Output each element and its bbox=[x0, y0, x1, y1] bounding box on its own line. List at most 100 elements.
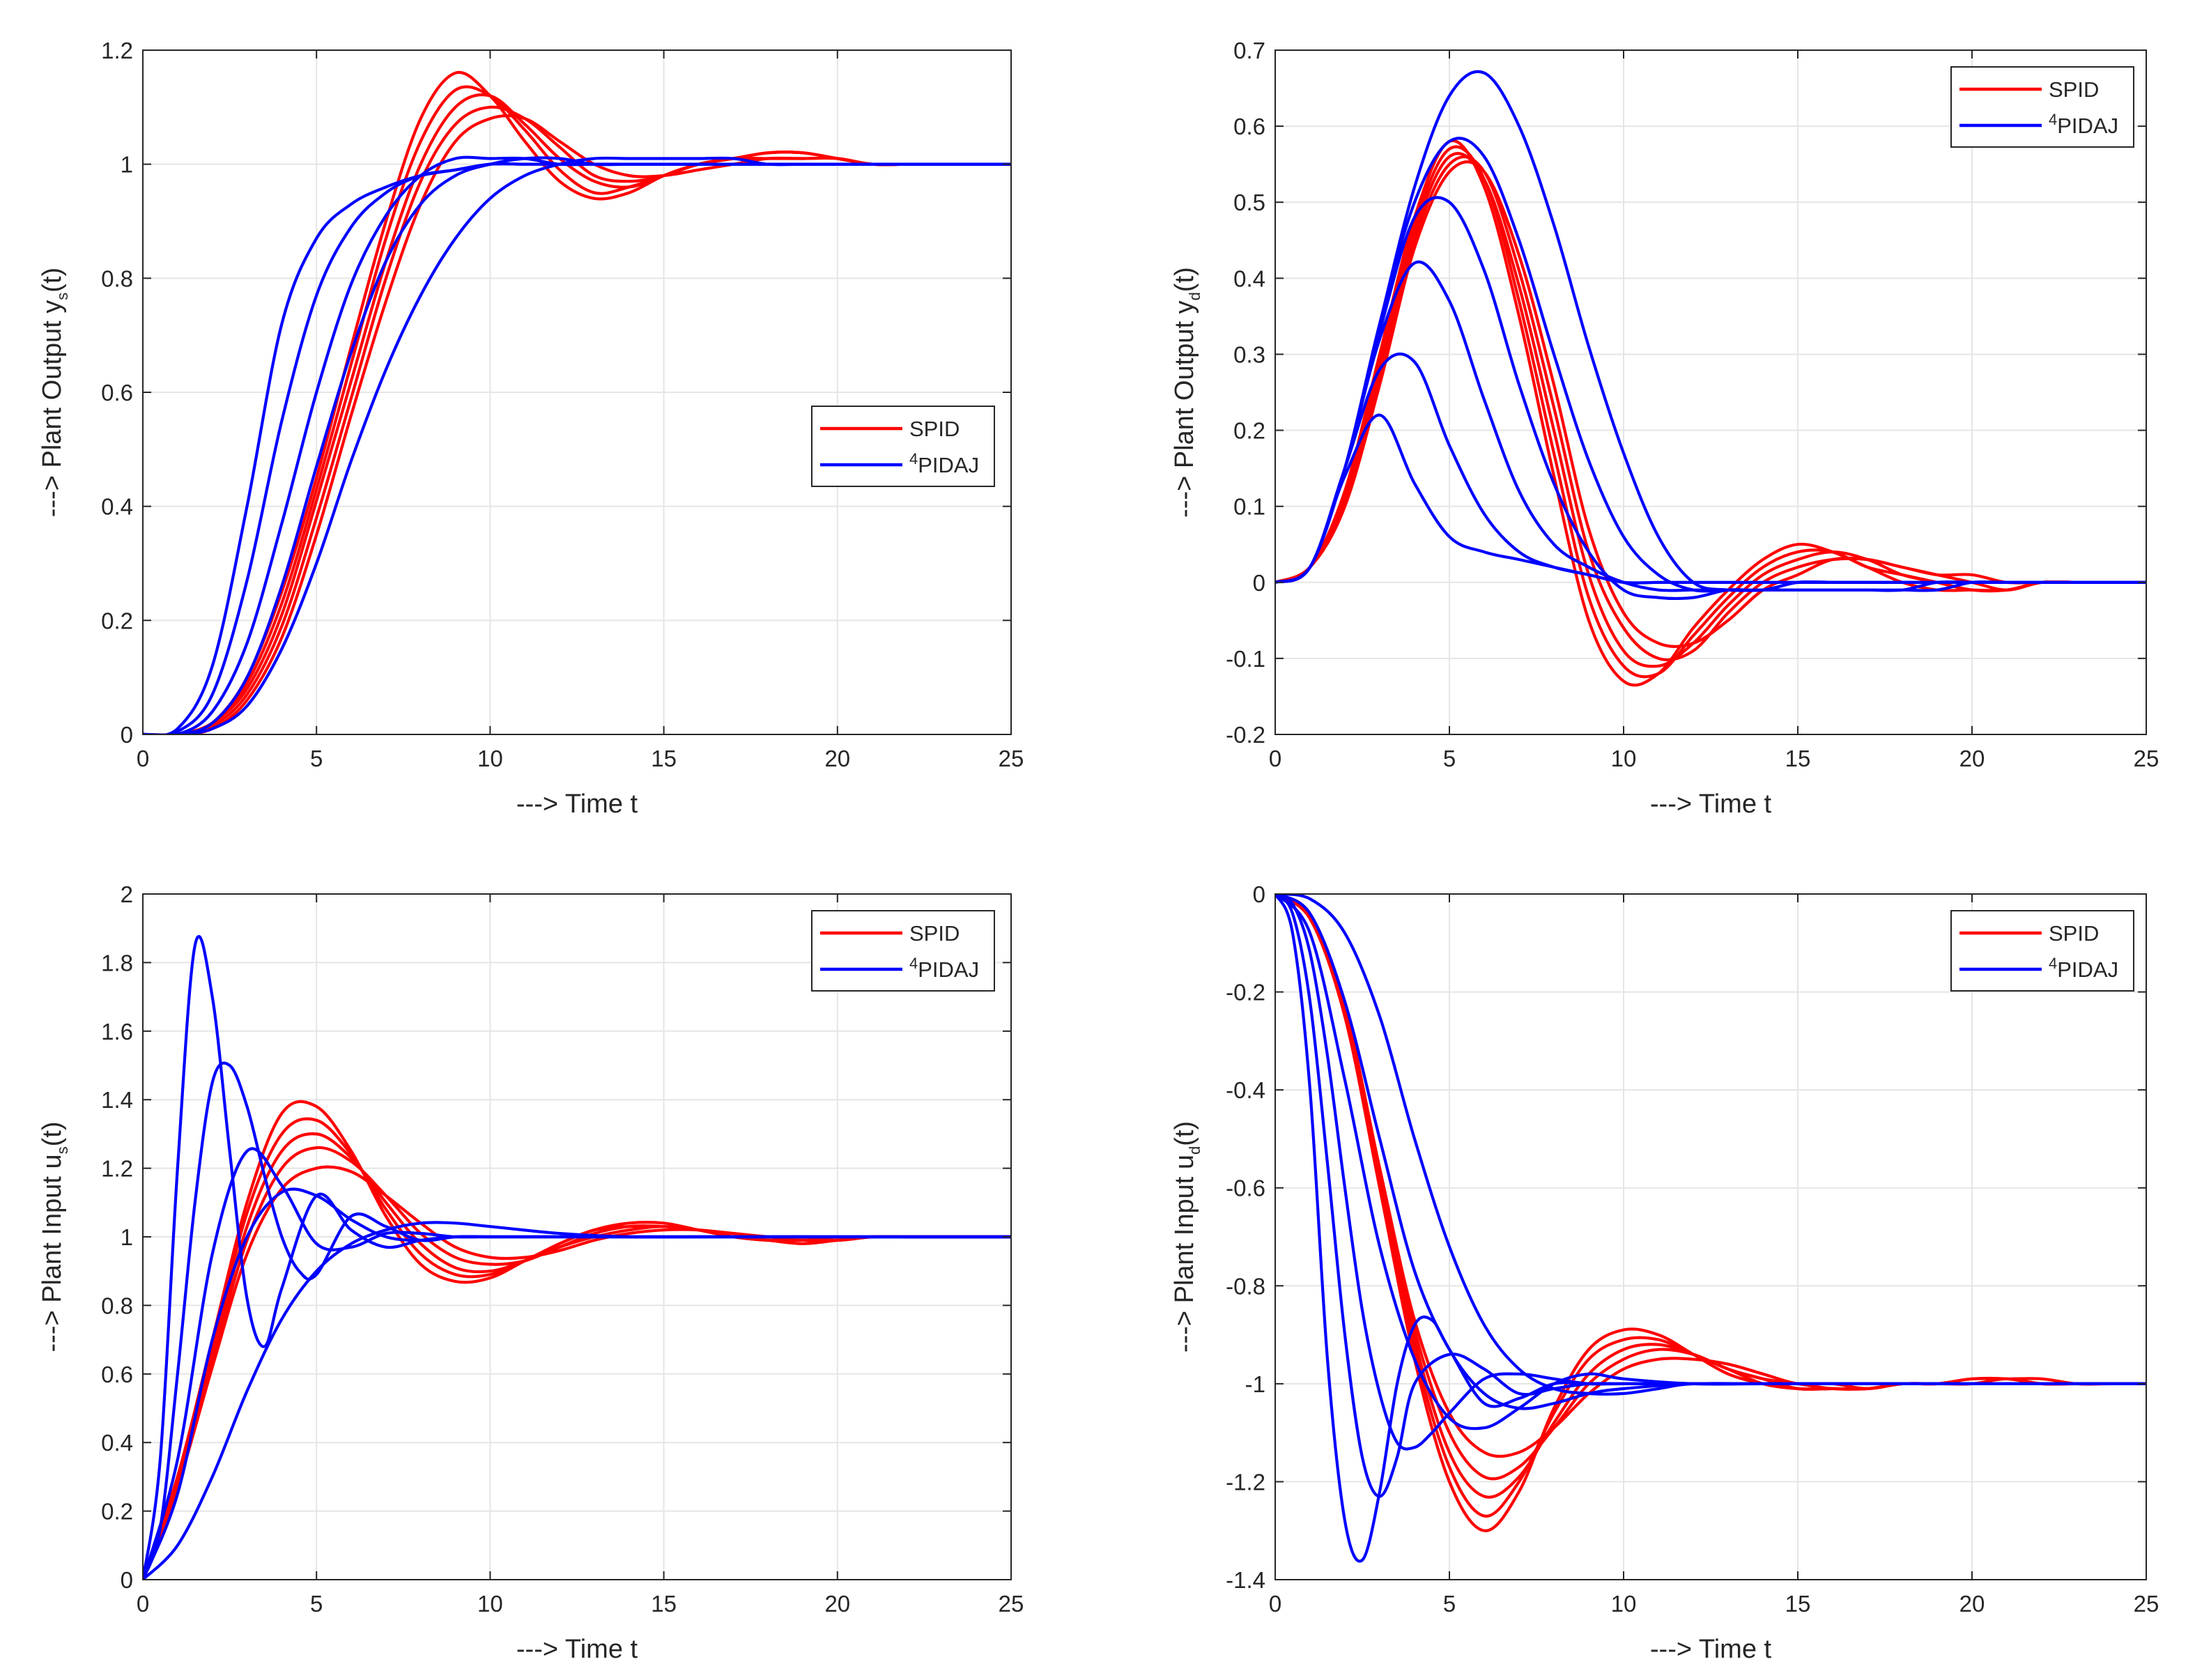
series-line-4pidaj-6 bbox=[1275, 70, 2146, 592]
y-tick-label: 0.2 bbox=[1233, 418, 1265, 444]
legend-label: SPID bbox=[2049, 921, 2099, 946]
subplot-yd: 0 5 10 15 20 25 -0.2 -0.1 0 0.1 0.2 0.3 0.4 0.5 0.6 0.7… bbox=[1170, 38, 2159, 819]
y-tick-label: 0.4 bbox=[1233, 265, 1265, 291]
x-tick-label: 0 bbox=[137, 1591, 149, 1617]
legend: SPID 4PIDAJ bbox=[811, 910, 995, 992]
x-tick-label: 20 bbox=[824, 746, 850, 771]
legend-label-main: PIDAJ bbox=[918, 957, 979, 982]
x-tick-label: 5 bbox=[310, 746, 323, 771]
x-tick-label: 5 bbox=[1443, 746, 1456, 771]
y-tick-label: 0 bbox=[1253, 570, 1265, 596]
y-tick-label: 0.2 bbox=[101, 1499, 133, 1525]
y-tick-label: 0.3 bbox=[1233, 341, 1265, 367]
legend: SPID 4PIDAJ bbox=[1950, 66, 2134, 148]
y-tick-label: 1.4 bbox=[101, 1087, 133, 1113]
x-tick-label: 0 bbox=[137, 746, 149, 771]
legend-label: SPID bbox=[2049, 77, 2099, 102]
y-tick-label: 0.8 bbox=[101, 265, 133, 291]
x-tick-label: 10 bbox=[1611, 746, 1637, 771]
legend-label-superscript: 4 bbox=[909, 450, 918, 468]
legend-label-superscript: 4 bbox=[2049, 111, 2057, 128]
legend-label: 4PIDAJ bbox=[909, 955, 979, 982]
legend-label-superscript: 4 bbox=[909, 955, 918, 972]
legend-box bbox=[811, 406, 995, 487]
legend-box bbox=[1950, 66, 2134, 148]
y-tick-label: 0 bbox=[121, 1567, 133, 1593]
x-tick-label: 25 bbox=[999, 746, 1024, 771]
legend-label: 4PIDAJ bbox=[2049, 111, 2118, 138]
legend-label-superscript: 4 bbox=[2049, 955, 2057, 972]
x-tick-label: 10 bbox=[477, 1591, 503, 1617]
y-tick-label: 0.6 bbox=[101, 380, 133, 406]
x-tick-label: 15 bbox=[651, 746, 677, 771]
y-tick-label: 0.6 bbox=[1233, 114, 1265, 139]
x-axis-label: ---> Time t bbox=[516, 789, 638, 819]
series-line-spid-5 bbox=[1275, 160, 2146, 648]
y-axis-label-main: ---> Plant Output y bbox=[1170, 300, 1199, 518]
y-axis-label-suffix: (t) bbox=[38, 1122, 67, 1147]
legend-label: SPID bbox=[909, 921, 960, 946]
y-tick-label: 1.2 bbox=[101, 1156, 133, 1182]
y-axis-label-main: ---> Plant Input u bbox=[1170, 1155, 1199, 1353]
legend-label-main: PIDAJ bbox=[918, 453, 979, 477]
x-tick-label: 20 bbox=[824, 1591, 850, 1617]
y-tick-label: -1 bbox=[1245, 1371, 1265, 1397]
series-group bbox=[1275, 894, 2146, 1563]
series-line-4pidaj-6 bbox=[1275, 894, 2146, 1396]
y-tick-label: 1.8 bbox=[101, 950, 133, 976]
y-tick-label: 0.8 bbox=[101, 1293, 133, 1318]
series-group bbox=[1275, 70, 2146, 687]
y-tick-label: -1.2 bbox=[1226, 1469, 1265, 1495]
series-group bbox=[143, 70, 1011, 734]
legend-label: 4PIDAJ bbox=[909, 450, 979, 477]
series-line-4pidaj-5 bbox=[143, 156, 1011, 734]
y-tick-label: -0.8 bbox=[1226, 1273, 1265, 1299]
y-tick-label: 2 bbox=[121, 881, 133, 907]
y-axis-label-subscript: s bbox=[54, 293, 71, 300]
axes-box bbox=[1274, 49, 2147, 735]
y-tick-label: 0 bbox=[1253, 881, 1265, 907]
y-tick-label: -0.2 bbox=[1226, 980, 1265, 1005]
x-axis-label: ---> Time t bbox=[1650, 1635, 1772, 1664]
x-tick-label: 25 bbox=[999, 1591, 1024, 1617]
y-axis-label-main: ---> Plant Input u bbox=[38, 1154, 67, 1352]
x-tick-label: 15 bbox=[1785, 746, 1811, 771]
y-tick-label: 0.4 bbox=[101, 494, 133, 520]
y-axis-label-main: ---> Plant Output y bbox=[38, 300, 67, 518]
y-tick-label: 0 bbox=[121, 722, 133, 748]
y-tick-label: 1.2 bbox=[101, 38, 133, 63]
axes-box bbox=[1274, 893, 2147, 1580]
y-axis-label-suffix: (t) bbox=[1170, 267, 1199, 292]
y-tick-label: -0.2 bbox=[1226, 722, 1265, 748]
y-axis-label: ---> Plant Output yd(t) bbox=[1170, 267, 1203, 518]
x-tick-label: 25 bbox=[2134, 746, 2159, 771]
x-tick-label: 15 bbox=[651, 1591, 677, 1617]
y-axis-label-subscript: d bbox=[1186, 292, 1203, 300]
y-tick-label: 0.4 bbox=[101, 1430, 133, 1456]
x-axis-label: ---> Time t bbox=[516, 1635, 638, 1664]
x-tick-label: 25 bbox=[2134, 1591, 2159, 1617]
x-tick-label: 20 bbox=[1959, 1591, 1985, 1617]
y-tick-label: 0.2 bbox=[101, 608, 133, 633]
series-line-4pidaj-5 bbox=[143, 1221, 1011, 1580]
x-tick-label: 5 bbox=[310, 1591, 323, 1617]
legend-label: SPID bbox=[909, 417, 960, 441]
axes-background bbox=[1275, 894, 2146, 1580]
y-tick-label: 0.1 bbox=[1233, 494, 1265, 520]
y-tick-label: -0.6 bbox=[1226, 1176, 1265, 1201]
y-axis-label: ---> Plant Input ud(t) bbox=[1170, 1121, 1203, 1353]
x-tick-label: 0 bbox=[1269, 1591, 1281, 1617]
x-tick-label: 10 bbox=[477, 746, 503, 771]
legend-label-main: PIDAJ bbox=[2057, 957, 2118, 982]
series-line-spid-5 bbox=[143, 114, 1011, 734]
subplot-us: 0 5 10 15 20 25 0 0.2 0.4 0.6 0.8 1 1.2 1.4 1.6 1.8 2 ---… bbox=[38, 881, 1024, 1664]
legend-box bbox=[1950, 910, 2134, 992]
y-tick-label: 1 bbox=[121, 152, 133, 178]
y-axis-label: ---> Plant Output ys(t) bbox=[38, 268, 71, 517]
y-tick-label: 1.6 bbox=[101, 1019, 133, 1045]
legend: SPID 4PIDAJ bbox=[1950, 910, 2134, 992]
legend-label-main: PIDAJ bbox=[2057, 114, 2118, 138]
series-group bbox=[143, 934, 1011, 1580]
y-tick-label: 0.6 bbox=[101, 1362, 133, 1387]
